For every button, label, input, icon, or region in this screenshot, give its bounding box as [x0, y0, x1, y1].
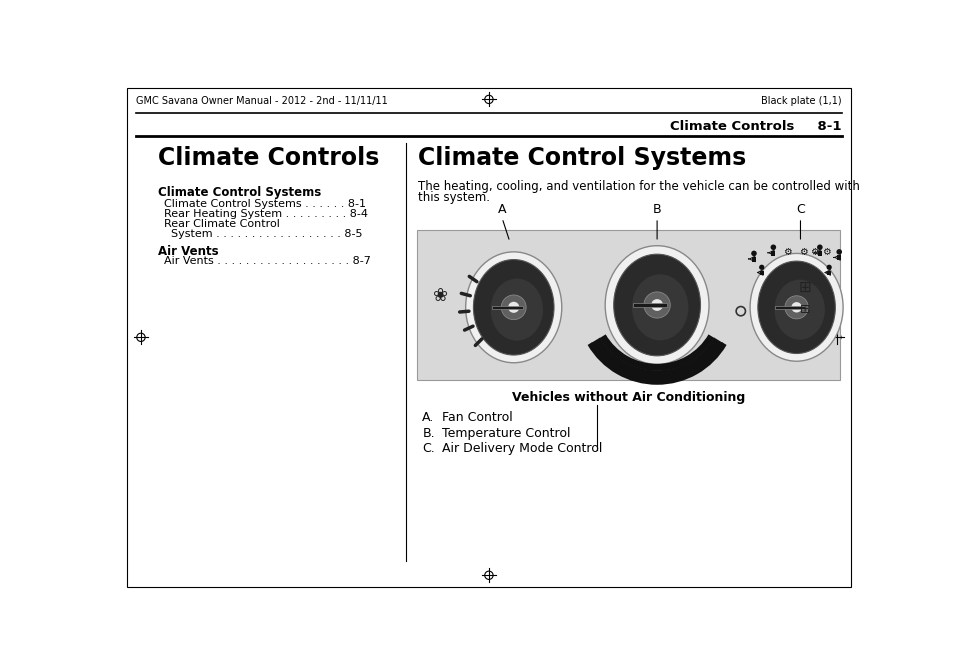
Text: B: B	[652, 204, 660, 216]
Text: Rear Climate Control: Rear Climate Control	[164, 218, 280, 228]
Text: this system.: this system.	[418, 191, 490, 204]
Bar	[759, 271, 763, 275]
Ellipse shape	[774, 280, 824, 339]
Ellipse shape	[643, 292, 670, 318]
Bar	[633, 303, 666, 307]
Bar	[826, 271, 830, 275]
Circle shape	[770, 244, 776, 250]
Bar	[751, 257, 756, 262]
Text: ⚙: ⚙	[782, 247, 791, 257]
Circle shape	[791, 302, 801, 313]
Bar	[836, 255, 841, 260]
Ellipse shape	[465, 252, 561, 363]
Text: Climate Control Systems: Climate Control Systems	[158, 186, 321, 200]
Bar	[775, 306, 804, 309]
Text: Climate Control Systems: Climate Control Systems	[418, 146, 746, 170]
Text: Air Vents . . . . . . . . . . . . . . . . . . . 8-7: Air Vents . . . . . . . . . . . . . . . …	[164, 257, 371, 267]
Text: B.: B.	[422, 427, 435, 440]
Ellipse shape	[757, 261, 835, 353]
Ellipse shape	[500, 295, 525, 319]
Text: Air Vents: Air Vents	[158, 245, 218, 258]
Text: ⚙: ⚙	[810, 247, 819, 257]
Text: Climate Controls     8-1: Climate Controls 8-1	[669, 120, 841, 133]
Text: Black plate (1,1): Black plate (1,1)	[760, 96, 841, 106]
Text: System . . . . . . . . . . . . . . . . . . 8-5: System . . . . . . . . . . . . . . . . .…	[164, 228, 362, 238]
Ellipse shape	[784, 296, 807, 319]
Bar	[416, 230, 840, 381]
Circle shape	[825, 265, 831, 270]
Circle shape	[816, 244, 821, 250]
Text: ⊞: ⊞	[798, 281, 811, 295]
Text: Temperature Control: Temperature Control	[441, 427, 570, 440]
Ellipse shape	[490, 279, 542, 341]
Text: C: C	[795, 204, 804, 216]
Text: A: A	[497, 204, 506, 216]
Ellipse shape	[631, 275, 688, 340]
Text: ⊞: ⊞	[799, 303, 809, 317]
Circle shape	[651, 299, 662, 311]
Circle shape	[759, 265, 763, 270]
Text: GMC Savana Owner Manual - 2012 - 2nd - 11/11/11: GMC Savana Owner Manual - 2012 - 2nd - 1…	[136, 96, 388, 106]
Text: ❀: ❀	[432, 287, 447, 305]
Text: A.: A.	[422, 411, 434, 424]
Text: Vehicles without Air Conditioning: Vehicles without Air Conditioning	[511, 391, 744, 404]
Text: Rear Heating System . . . . . . . . . 8-4: Rear Heating System . . . . . . . . . 8-…	[164, 208, 368, 218]
Text: ⚙: ⚙	[821, 247, 830, 257]
Circle shape	[836, 249, 841, 255]
Text: The heating, cooling, and ventilation for the vehicle can be controlled with: The heating, cooling, and ventilation fo…	[418, 180, 860, 193]
Ellipse shape	[604, 246, 708, 364]
Ellipse shape	[749, 253, 842, 361]
Bar	[817, 250, 821, 256]
Text: ⚙: ⚙	[798, 247, 807, 257]
Text: Climate Control Systems . . . . . . 8-1: Climate Control Systems . . . . . . 8-1	[164, 199, 366, 208]
Text: Air Delivery Mode Control: Air Delivery Mode Control	[441, 442, 601, 455]
Ellipse shape	[473, 260, 554, 355]
Circle shape	[750, 250, 756, 257]
Text: Climate Controls: Climate Controls	[158, 146, 379, 170]
Text: Fan Control: Fan Control	[441, 411, 512, 424]
Text: C.: C.	[422, 442, 435, 455]
Bar	[770, 250, 775, 256]
Circle shape	[508, 302, 518, 313]
Bar	[491, 306, 522, 309]
Ellipse shape	[613, 255, 700, 356]
